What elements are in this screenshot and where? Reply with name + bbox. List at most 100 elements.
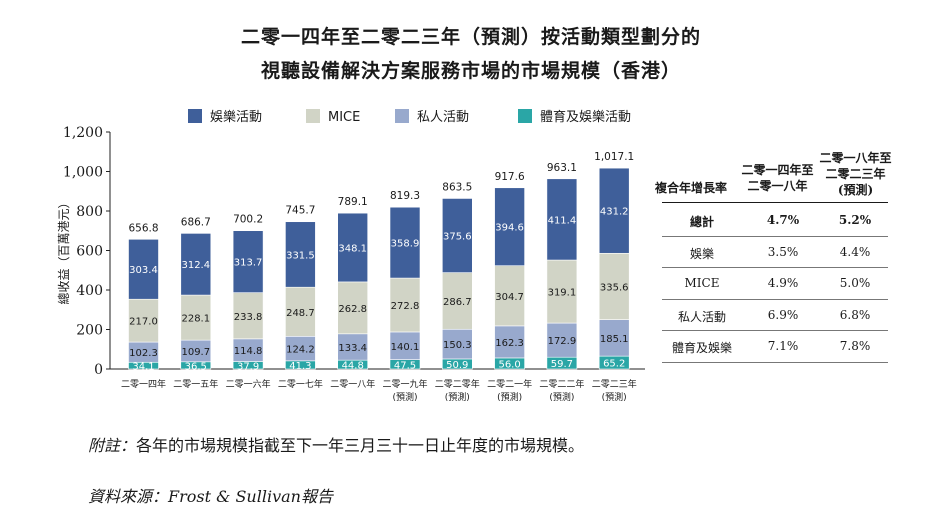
bar-total-label: 1,017.1 [594,151,634,163]
bar-value-label: 411.4 [548,215,577,226]
bar-total-label: 700.2 [233,214,263,226]
cagr-header-rule [662,202,888,203]
bar-value-label: 312.4 [181,260,210,271]
x-tick-note: (預測) [549,391,574,403]
x-tick-label: 二零一四年 [121,378,166,390]
bar-segment [285,221,316,288]
bar-value-label: 313.7 [234,258,263,269]
legend-swatch [518,109,532,123]
x-tick-note: (預測) [445,391,470,403]
bar-value-label: 394.6 [495,223,524,234]
x-tick-note: (預測) [602,391,627,403]
cagr-row-divider [662,267,888,268]
bar-value-label: 36.5 [185,361,207,372]
bar-segment [232,292,264,340]
bar-value-label: 34.1 [132,362,154,373]
bar-value-label: 217.0 [129,317,158,328]
bar-total-label: 686.7 [181,216,211,228]
bar-segment [180,294,212,341]
legend-label: 私人活動 [417,110,469,125]
bar-value-label: 248.7 [286,308,315,319]
cagr-row-label: 娛樂 [689,246,714,261]
source-text: Frost & Sullivan報告 [168,487,333,506]
bar-value-label: 228.1 [181,314,210,325]
cagr-row-value-2014-2018: 4.9% [767,276,799,290]
cagr-row-label: 私人活動 [677,309,726,324]
bar-value-label: 233.8 [234,312,263,323]
legend-label: MICE [328,110,360,125]
bar-value-label: 303.4 [129,265,158,276]
bar-segment [598,252,630,320]
cagr-row-value-2018-2023: 7.8% [839,339,871,353]
bar-value-label: 133.4 [338,343,367,354]
cagr-row-divider [662,235,888,237]
bar-value-label: 172.9 [548,336,577,347]
bar-total-label: 917.6 [495,171,525,183]
cagr-col1-line2: 二零一八年 [747,179,808,193]
cagr-row-value-2018-2023: 5.0% [839,276,871,290]
bar-segment [546,259,578,324]
cagr-row-label: 體育及娛樂 [671,341,732,355]
cagr-col2-line1: 二零一八年至 [819,151,892,165]
chart-title-line1: 二零一四年至二零二三年（預測）按活動類型劃分的 [240,26,701,48]
source-label: 資料來源： [88,487,169,506]
bar-total-label: 656.8 [128,222,158,234]
bar-value-label: 304.7 [495,292,524,303]
bar-segment [494,265,525,327]
bar-value-label: 331.5 [286,250,315,261]
bar-total-label: 789.1 [338,196,368,208]
bar-value-label: 185.1 [600,334,629,345]
cagr-row-divider [662,330,888,331]
bar-segment [389,277,421,333]
bar-value-label: 358.9 [391,239,420,250]
x-tick-note: (預測) [392,391,417,403]
y-tick-label: 0 [94,362,103,378]
bar-segment [441,328,473,360]
bar-value-label: 319.1 [548,288,577,299]
y-tick-label: 600 [76,244,103,260]
bar-value-label: 272.8 [391,301,420,312]
footnote: 附註：各年的市場規模指截至下一年三月三十一日止年度的市場規模。 [88,432,584,456]
y-tick-label: 800 [76,204,103,220]
bar-value-label: 431.2 [600,207,629,218]
legend-label: 體育及娛樂活動 [540,109,631,125]
legend-label: 娛樂活動 [210,109,262,125]
bar-segment [546,322,578,358]
cagr-col2-line2: 二零二三年 [825,167,886,181]
cagr-row-value-2018-2023: 6.8% [839,307,871,322]
bar-value-label: 59.7 [551,359,573,370]
cagr-row-label: MICE [684,276,720,290]
x-tick-label: 二零一八年 [330,378,375,390]
bar-total-label: 819.3 [390,190,420,202]
bar-total-label: 963.1 [547,162,577,174]
bar-segment [285,336,316,362]
x-tick-label: 二零一五年 [173,378,218,390]
cagr-header-label: 複合年增長率 [655,181,728,195]
cagr-header-col2: 二零一八年至 二零二三年 (預測) [808,150,903,198]
bar-segment [232,230,264,293]
bar-segment [441,272,473,330]
cagr-row-value-2014-2018: 7.1% [767,339,799,353]
legend-swatch [306,109,320,123]
cagr-header-col1: 二零一四年至 二零一八年 [730,162,825,194]
bar-value-label: 65.2 [603,359,625,370]
y-tick-label: 400 [76,283,103,299]
bar-segment [128,238,159,300]
x-tick-label: 二零二一年 [487,378,532,390]
bar-value-label: 150.3 [443,340,472,351]
bar-value-label: 140.1 [391,342,420,353]
chart-title-line2: 視聽設備解決方案服務市場的市場規模（香港） [260,60,681,82]
cagr-row-value-2014-2018: 3.5% [767,244,799,259]
y-tick-label: 1,000 [63,165,103,181]
cagr-col2-line3: (預測) [837,183,874,197]
stacked-bar-chart: 0 200 400 600 800 1,000 1,200 總收益（百萬港元） 娛樂活動 MICE… [56,109,645,403]
bar-value-label: 50.9 [446,360,468,371]
cagr-row-value-2014-2018: 4.7% [766,213,800,227]
bar-value-label: 56.0 [498,359,520,370]
bar-value-label: 41.3 [289,361,311,372]
bar-segment [389,331,421,360]
cagr-row-value-2018-2023: 5.2% [838,213,872,227]
cagr-row-label: 總計 [689,215,714,229]
bar-segment [180,233,212,296]
bar-value-label: 335.6 [600,282,629,293]
